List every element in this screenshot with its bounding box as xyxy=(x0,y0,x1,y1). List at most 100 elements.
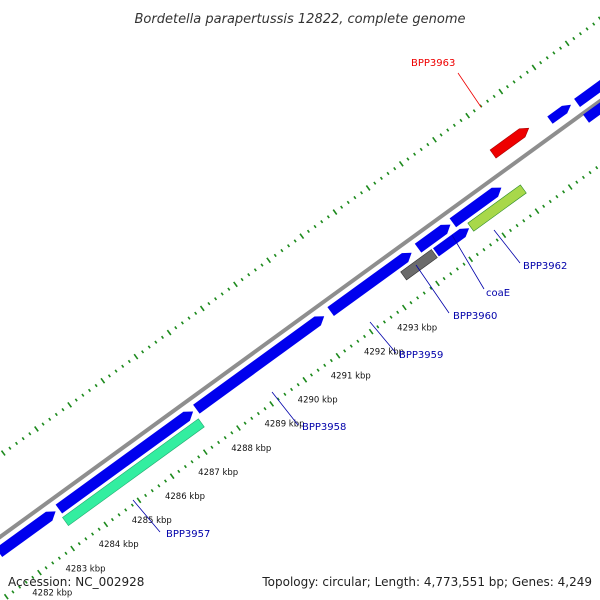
inner-tick xyxy=(442,276,446,281)
gene-right-b xyxy=(583,102,600,123)
outer-tick xyxy=(439,133,443,137)
outer-tick xyxy=(260,263,264,267)
outer-tick xyxy=(386,171,390,176)
inner-tick xyxy=(18,585,22,589)
outer-tick xyxy=(280,248,284,253)
inner-tick xyxy=(243,421,247,425)
inner-tick xyxy=(44,566,48,570)
inner-tick xyxy=(409,301,413,305)
inner-tick xyxy=(183,464,187,469)
outer-tick xyxy=(406,157,410,161)
outer-tick xyxy=(220,292,224,296)
kbp-label: 4291 kbp xyxy=(331,372,371,382)
outer-tick xyxy=(486,99,490,103)
inner-tick xyxy=(144,493,148,498)
inner-tick xyxy=(124,508,128,512)
inner-tick xyxy=(528,214,532,218)
inner-tick xyxy=(84,537,88,541)
outer-tick xyxy=(365,185,371,191)
outer-tick xyxy=(452,123,456,127)
outer-tick xyxy=(54,412,58,417)
gene-label-leader xyxy=(451,234,485,290)
outer-tick xyxy=(28,432,32,436)
gene-label: BPP3959 xyxy=(399,350,443,361)
inner-tick xyxy=(468,256,474,263)
kbp-label: 4283 kbp xyxy=(65,564,105,574)
outer-tick xyxy=(233,281,238,288)
map-title: Bordetella parapertussis 12822, complete… xyxy=(135,12,466,27)
outer-tick xyxy=(505,85,509,89)
outer-tick xyxy=(41,422,45,426)
gene-bpp3963 xyxy=(489,127,530,159)
kbp-label: 4288 kbp xyxy=(231,444,271,454)
outer-tick xyxy=(15,441,19,446)
inner-tick xyxy=(157,484,161,488)
gene-bpp3957 xyxy=(0,511,56,557)
outer-tick xyxy=(180,321,184,325)
outer-tick xyxy=(207,301,211,306)
gene-label-leader xyxy=(493,229,521,264)
inner-tick xyxy=(269,401,275,407)
outer-tick xyxy=(597,16,600,21)
inner-tick xyxy=(57,556,61,560)
outer-tick xyxy=(61,407,65,412)
outer-tick xyxy=(578,32,582,36)
inner-tick xyxy=(588,170,592,175)
outer-tick xyxy=(107,374,111,378)
kbp-label: 4282 kbp xyxy=(32,588,72,598)
outer-tick xyxy=(564,40,570,47)
outer-tick xyxy=(133,353,139,360)
outer-tick xyxy=(419,147,423,152)
outer-tick xyxy=(359,191,364,195)
inner-tick xyxy=(329,358,333,363)
outer-tick xyxy=(127,359,131,364)
outer-tick xyxy=(525,70,529,74)
kbp-label: 4290 kbp xyxy=(298,396,338,406)
inner-tick xyxy=(290,387,294,392)
outer-tick xyxy=(446,128,450,132)
inner-tick xyxy=(501,232,507,239)
outer-tick xyxy=(48,417,52,421)
gene-label: BPP3963 xyxy=(411,58,455,69)
outer-tick xyxy=(531,64,537,71)
outer-tick xyxy=(81,393,85,397)
kbp-labels: 4282 kbp 4283 kbp 4284 kbp 4285 kbp 4286 kbp… xyxy=(32,323,437,598)
inner-tick xyxy=(396,310,400,315)
inner-tick xyxy=(548,199,552,204)
inner-tick xyxy=(250,416,254,421)
inner-tick xyxy=(495,238,499,242)
outer-tick xyxy=(94,383,98,388)
inner-tick xyxy=(130,503,134,507)
outer-tick xyxy=(592,22,596,26)
inner-tick xyxy=(562,190,566,194)
inner-tick xyxy=(376,325,380,329)
inner-tick xyxy=(508,228,513,233)
outer-tick xyxy=(313,224,317,229)
outer-tick xyxy=(174,326,178,330)
outer-tick xyxy=(306,229,310,234)
outer-tick xyxy=(266,257,272,264)
kbp-label: 4285 kbp xyxy=(132,516,172,526)
outer-tick xyxy=(539,60,543,65)
inner-tick xyxy=(24,580,28,584)
inner-tick xyxy=(276,397,280,401)
outer-tick xyxy=(141,350,145,354)
inner-tick xyxy=(368,328,374,335)
outer-tick xyxy=(512,80,516,84)
genome-backbone xyxy=(0,98,600,540)
gene-label-leader xyxy=(457,72,482,108)
inner-tick xyxy=(302,376,308,383)
kbp-label: 4287 kbp xyxy=(198,468,238,478)
outer-tick xyxy=(34,426,39,432)
inner-tick xyxy=(534,208,540,215)
inner-tick xyxy=(429,286,433,290)
inner-tick xyxy=(401,304,407,311)
outer-tick xyxy=(299,233,305,240)
inner-tick xyxy=(64,551,68,556)
inner-tick-marks xyxy=(3,166,599,600)
outer-tick xyxy=(393,166,397,171)
gene-label: BPP3957 xyxy=(166,529,210,540)
outer-tick xyxy=(227,287,231,291)
gene-label-leader xyxy=(369,321,397,354)
